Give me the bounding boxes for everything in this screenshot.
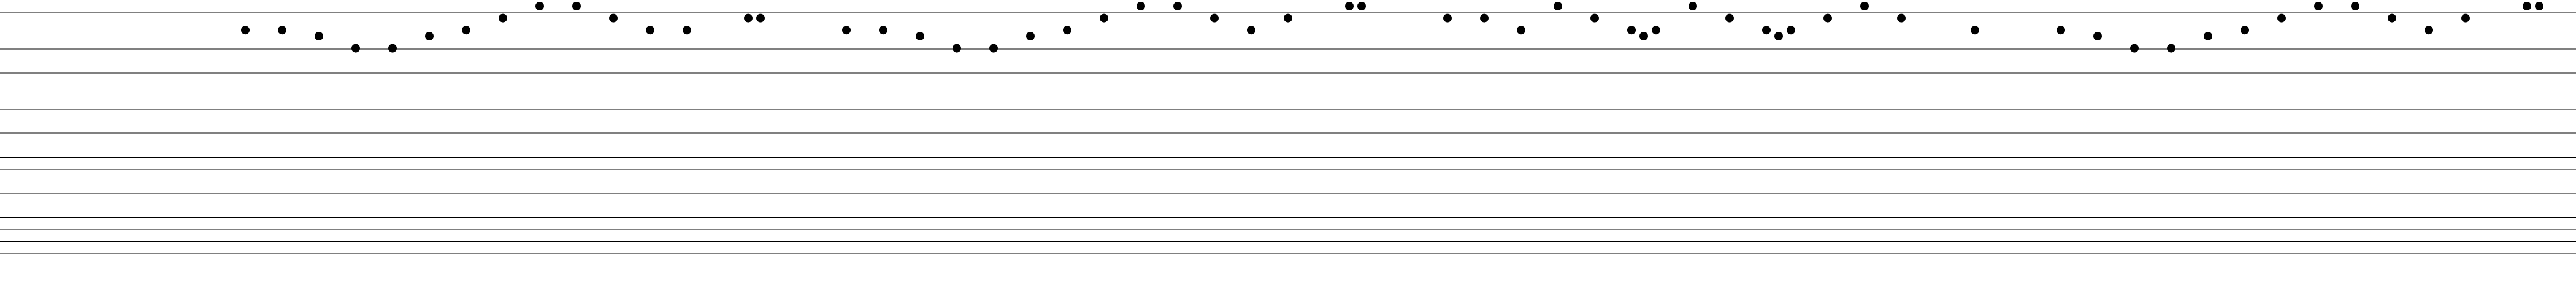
note-dot xyxy=(1063,26,1071,35)
note-dot xyxy=(462,26,470,35)
note-dot xyxy=(388,44,397,53)
note-dot xyxy=(2130,44,2139,53)
note-dot xyxy=(1590,13,1599,23)
note-dot xyxy=(1247,26,1255,35)
note-dots xyxy=(241,2,2543,53)
note-dot xyxy=(1762,26,1771,35)
note-dot xyxy=(2523,2,2531,10)
note-dot xyxy=(1639,32,1648,40)
note-dot xyxy=(2277,13,2286,23)
note-dot xyxy=(1627,26,1636,35)
note-dot xyxy=(535,2,544,10)
note-dot xyxy=(1100,13,1108,23)
note-dot xyxy=(1357,2,1366,10)
note-dot xyxy=(2057,26,2065,35)
note-dot xyxy=(879,26,887,35)
note-dot xyxy=(1971,26,1979,35)
note-dot xyxy=(572,2,581,10)
note-dot xyxy=(425,32,434,40)
note-dot xyxy=(916,32,924,40)
note-dot xyxy=(989,44,998,53)
note-dot xyxy=(2204,32,2212,40)
note-dot xyxy=(1137,2,1145,10)
note-dot xyxy=(1173,2,1182,10)
note-dot xyxy=(315,32,323,40)
note-dot xyxy=(1554,2,1562,10)
note-dot xyxy=(2241,26,2249,35)
note-dot xyxy=(2425,26,2433,35)
note-dot xyxy=(2388,13,2396,23)
note-dot xyxy=(1725,13,1734,23)
note-dot xyxy=(646,26,654,35)
note-dot xyxy=(1787,26,1795,35)
note-dot xyxy=(2314,2,2323,10)
note-dot xyxy=(1443,13,1452,23)
note-dot xyxy=(2167,44,2175,53)
note-dot xyxy=(2093,32,2102,40)
note-dot xyxy=(1517,26,1525,35)
note-dot xyxy=(2535,2,2543,10)
note-dot xyxy=(1480,13,1489,23)
note-dot xyxy=(1284,13,1292,23)
note-dot xyxy=(1345,2,1354,10)
note-dot xyxy=(1652,26,1660,35)
note-dot xyxy=(953,44,961,53)
note-dot xyxy=(744,13,753,23)
note-dot xyxy=(2351,2,2359,10)
note-dot xyxy=(278,26,286,35)
note-dot xyxy=(1689,2,1697,10)
note-dot xyxy=(1823,13,1832,23)
note-dot xyxy=(351,44,360,53)
staff-lines xyxy=(0,1,2576,266)
note-dot xyxy=(1897,13,1906,23)
note-dot xyxy=(499,13,507,23)
note-dot xyxy=(609,13,618,23)
note-dot xyxy=(241,26,250,35)
note-dot xyxy=(1210,13,1219,23)
note-dot xyxy=(683,26,691,35)
note-dot xyxy=(756,13,765,23)
note-dot xyxy=(842,26,851,35)
note-dot xyxy=(2461,13,2470,23)
note-dot xyxy=(1860,2,1869,10)
note-dot xyxy=(1774,32,1783,40)
note-dot xyxy=(1026,32,1035,40)
